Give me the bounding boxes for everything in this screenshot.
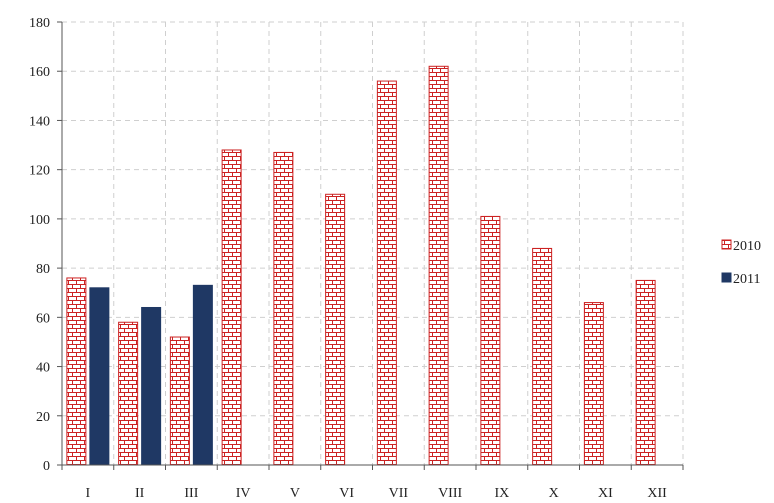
x-tick-label: X — [549, 486, 559, 501]
legend-swatch-2010 — [721, 239, 732, 250]
y-tick-label: 180 — [29, 16, 50, 31]
bar-2010-XII — [635, 279, 656, 466]
axes — [57, 21, 684, 470]
legend-label-2010: 2010 — [733, 239, 761, 254]
x-tick-label: VI — [339, 486, 354, 501]
x-axis-labels: I II III IV V VI VII VIII IX X XI XII — [86, 486, 668, 501]
bar-2010-IV — [221, 149, 242, 466]
x-tick-label: XI — [598, 486, 613, 501]
bar-2011-III — [192, 284, 213, 466]
y-tick-label: 60 — [36, 311, 50, 326]
legend-swatch-2011 — [721, 272, 732, 283]
bar-2010-VI — [325, 193, 346, 466]
x-tick-label: V — [290, 486, 300, 501]
y-tick-label: 160 — [29, 65, 50, 80]
bar-2010-V — [273, 151, 294, 466]
x-tick-label: VIII — [438, 486, 462, 501]
bar-2010-II — [118, 321, 139, 466]
bar-2010-IX — [480, 215, 501, 466]
bar-2010-III — [169, 336, 190, 466]
bar-2010-XI — [583, 302, 604, 466]
bar-2010-I — [66, 277, 87, 466]
y-tick-label: 120 — [29, 164, 50, 179]
legend-label-2011: 2011 — [733, 272, 760, 287]
y-tick-label: 0 — [43, 459, 50, 474]
y-tick-label: 20 — [36, 410, 50, 425]
x-tick-label: IX — [494, 486, 509, 501]
x-tick-label: III — [184, 486, 198, 501]
grid — [62, 21, 684, 465]
y-tick-label: 80 — [36, 262, 50, 277]
legend: 2010 2011 — [721, 239, 761, 287]
x-tick-label: VII — [389, 486, 409, 501]
bar-2011-II — [141, 306, 162, 466]
bar-2010-VII — [376, 80, 397, 466]
x-tick-label: II — [135, 486, 145, 501]
x-tick-label: XII — [647, 486, 667, 501]
bar-2010-VIII — [428, 65, 449, 466]
bar-2010-X — [532, 247, 553, 466]
x-tick-label: IV — [236, 486, 251, 501]
bar-2011-I — [89, 287, 110, 466]
y-tick-label: 140 — [29, 114, 50, 129]
y-tick-label: 40 — [36, 361, 50, 376]
y-axis-labels: 0 20 40 60 80 100 120 140 160 180 — [29, 16, 50, 474]
bars — [66, 65, 656, 466]
x-tick-label: I — [86, 486, 91, 501]
y-tick-label: 100 — [29, 213, 50, 228]
